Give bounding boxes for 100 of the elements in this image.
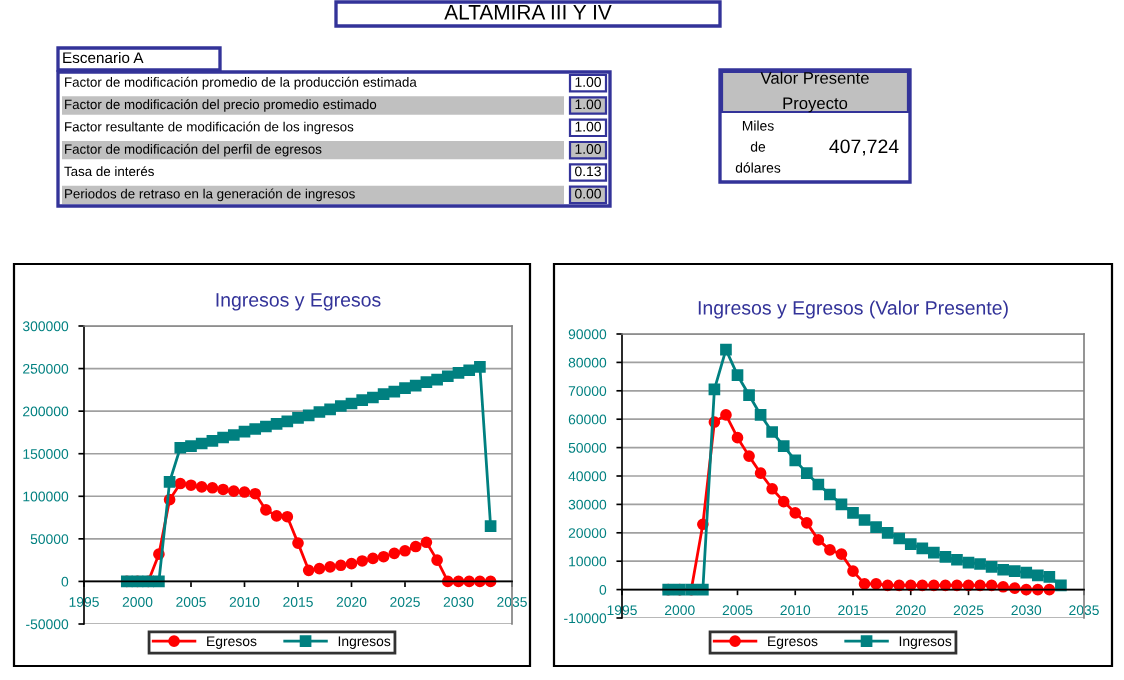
point [185,479,197,492]
point [1008,565,1021,577]
point [174,477,187,490]
text: Valor Presente Proyecto [760,71,869,113]
point [452,575,465,588]
point [951,579,963,592]
point [356,555,369,567]
point [985,561,998,573]
point [153,575,165,588]
point [431,373,443,386]
point [789,454,802,467]
point [238,486,251,498]
point [324,561,336,573]
point [708,383,721,396]
point [835,498,848,511]
point [962,556,975,569]
point [1031,583,1044,596]
point [766,482,778,495]
point [420,376,433,389]
point [904,579,917,592]
point [195,481,208,493]
point [484,520,497,532]
point [985,579,998,592]
point [974,558,986,570]
point [974,579,986,592]
point [399,544,411,557]
point [313,562,326,575]
point [881,526,894,539]
point [766,426,778,438]
point [893,579,906,592]
point [367,552,379,565]
point [185,440,197,452]
point [1008,582,1021,595]
point [697,583,709,596]
point [789,507,802,519]
point [388,385,401,398]
point [334,559,347,572]
chart-title: Ingresos y Egresos (Valor Presente) [698,300,1008,319]
point [281,415,294,428]
point [377,388,390,400]
point [939,579,952,592]
point [356,394,369,406]
point [217,483,229,496]
point [302,409,315,422]
point [743,450,755,462]
point [962,579,975,592]
point [731,369,744,382]
point [409,379,422,392]
point [452,366,465,379]
point [858,514,871,526]
point [334,400,347,412]
point [881,579,894,592]
point [399,382,411,394]
point [812,478,825,491]
point [227,485,240,498]
point [388,547,401,560]
point [463,364,476,377]
point [893,532,906,545]
point [731,431,744,444]
point [835,548,848,560]
point [754,409,767,421]
point [916,542,929,555]
point [800,517,813,529]
text: ALTAMIRA III Y IV [444,5,612,20]
point [916,579,929,592]
point [431,554,443,566]
point [754,467,767,479]
point [409,540,422,553]
point [367,391,379,404]
point [270,510,283,522]
point [324,403,336,416]
point [800,467,813,479]
point [1043,583,1056,596]
point [292,537,304,549]
point [720,343,732,356]
point [281,510,294,523]
text: 407,724 [829,139,899,156]
point [195,437,208,450]
point [484,575,497,588]
point [997,580,1009,593]
point [720,409,732,421]
point [174,441,187,454]
point [743,389,755,401]
point [260,420,272,433]
point [249,423,262,435]
point [847,507,859,519]
point [928,579,940,592]
point [1055,579,1067,592]
point [1020,566,1033,579]
point [441,370,454,383]
point [260,504,272,516]
point [420,536,433,549]
point [292,412,304,424]
point [217,431,229,444]
point [1043,570,1056,583]
point [951,553,963,566]
point [249,487,262,500]
point [1020,583,1033,596]
point [928,546,940,559]
point [270,418,283,430]
